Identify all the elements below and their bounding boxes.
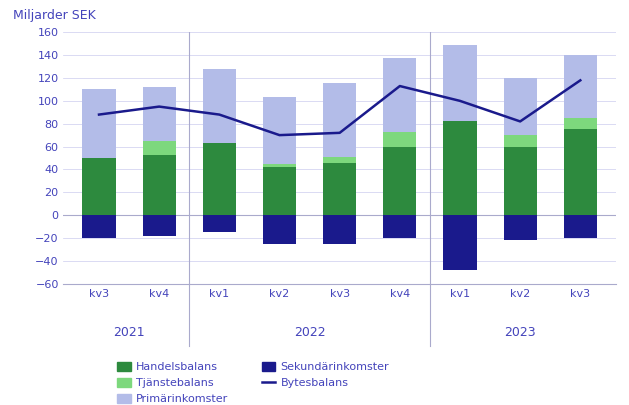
Bar: [383, 58, 416, 132]
Text: Miljarder SEK: Miljarder SEK: [13, 9, 96, 22]
Bar: [323, 157, 356, 162]
Bar: [82, 158, 116, 215]
Bar: [504, 147, 537, 215]
Bar: [263, 215, 296, 243]
Bar: [263, 167, 296, 215]
Bar: [564, 55, 597, 118]
Bar: [143, 87, 175, 141]
Bar: [383, 132, 416, 147]
Bar: [323, 215, 356, 243]
Bar: [203, 69, 236, 143]
Bar: [504, 215, 537, 240]
Bar: [443, 122, 477, 215]
Bar: [203, 143, 236, 215]
Text: 2021: 2021: [113, 326, 145, 339]
Bar: [263, 98, 296, 164]
Bar: [443, 215, 477, 270]
Bar: [383, 215, 416, 238]
Bar: [263, 164, 296, 167]
Bar: [143, 155, 175, 215]
Bar: [203, 215, 236, 232]
Bar: [443, 45, 477, 122]
Bar: [323, 83, 356, 157]
Text: 2022: 2022: [294, 326, 325, 339]
Text: 2023: 2023: [504, 326, 536, 339]
Bar: [82, 90, 116, 158]
Bar: [564, 215, 597, 238]
Bar: [383, 147, 416, 215]
Legend: Handelsbalans, Tjänstebalans, Primärinkomster, Sekundärinkomster, Bytesbalans: Handelsbalans, Tjänstebalans, Primärinko…: [113, 357, 394, 405]
Bar: [504, 135, 537, 147]
Bar: [564, 130, 597, 215]
Bar: [504, 78, 537, 135]
Bar: [323, 162, 356, 215]
Bar: [143, 141, 175, 155]
Bar: [143, 215, 175, 236]
Bar: [564, 118, 597, 130]
Bar: [82, 215, 116, 238]
